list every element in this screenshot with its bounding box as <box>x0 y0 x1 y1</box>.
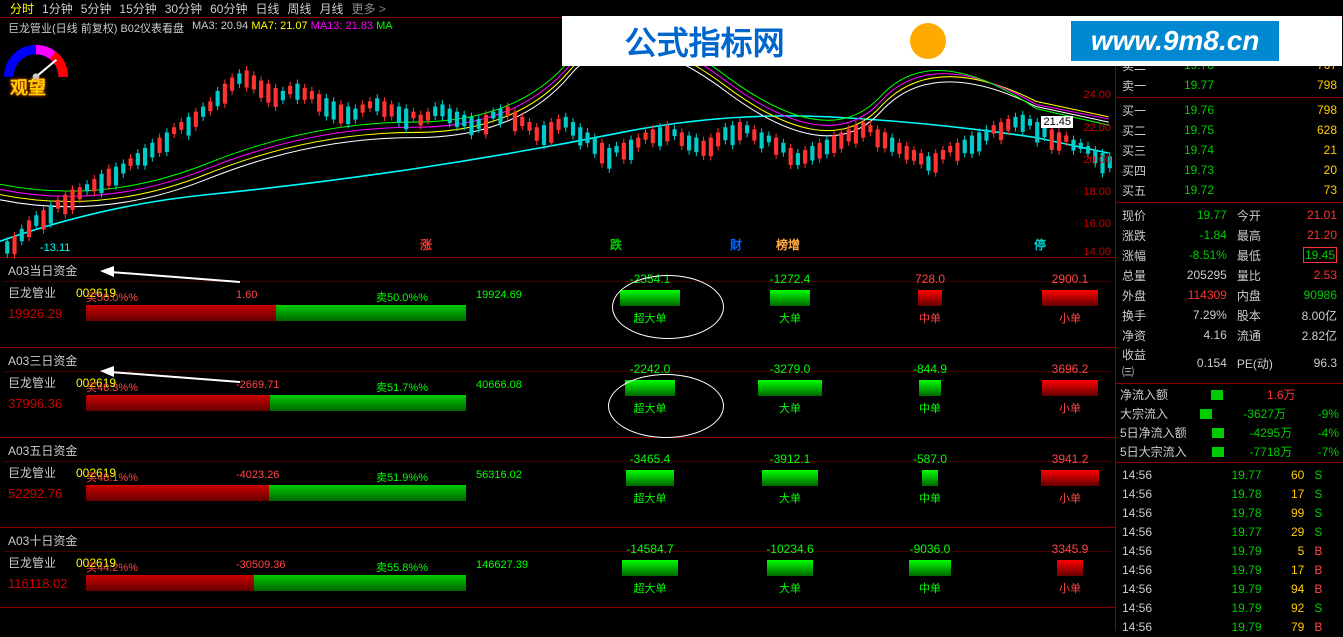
fund-panel-1: A03三日资金巨龙管业00261937996.36买48.3%%-2669.71… <box>0 348 1115 438</box>
arrow-annotation-1 <box>100 266 240 286</box>
order-breakdown: -2242.0超大单-3279.0大单-844.9中单3696.2小单 <box>610 362 1110 416</box>
tab-4[interactable]: 30分钟 <box>163 0 204 17</box>
total-value: 37996.36 <box>8 396 78 411</box>
tab-6[interactable]: 日线 <box>253 0 281 17</box>
order-breakdown: -2354.1超大单-1272.4大单728.0中单2900.1小单 <box>610 272 1110 326</box>
watermark-logo-text: 公式指标网 <box>625 18 785 64</box>
quote-panel: 卖三19.791128卖二19.78767卖一19.77798 买一19.767… <box>1116 34 1343 631</box>
tick-list: 14:5619.7760S14:5619.7817S14:5619.7899S1… <box>1116 464 1343 637</box>
buy-sell-bar: 买48.1%%-4023.26卖51.9%%56316.02 <box>86 485 466 501</box>
tab-5[interactable]: 60分钟 <box>208 0 249 17</box>
capital-flow: 净流入额1.6万大宗流入-3627万-9%5日净流入额-4295万-4%5日大宗… <box>1116 385 1343 461</box>
orderbook-bids: 买一19.76798买二19.75628买三19.7421买四19.7320买五… <box>1116 99 1343 201</box>
price-y-axis: 24.0022.0020.0018.0016.0014.00 <box>1073 34 1113 257</box>
fund-panel-2: A03五日资金巨龙管业00261952292.76买48.1%%-4023.26… <box>0 438 1115 528</box>
watermark-icon <box>910 23 946 59</box>
fund-panel-3: A03十日资金巨龙管业002619116118.02买44.2%%-30509.… <box>0 528 1115 608</box>
tab-2[interactable]: 5分钟 <box>79 0 114 17</box>
stock-name: 巨龙管业 <box>8 554 68 571</box>
buy-sell-bar: 买44.2%%-30509.36卖55.8%%146627.39 <box>86 575 466 591</box>
watermark-banner: 公式指标网 www.9m8.cn <box>562 16 1342 66</box>
low-value-label: -13.11 <box>40 242 70 254</box>
chart-title: 巨龙管业(日线 前复权) B02仪表看盘 <box>8 20 184 32</box>
order-breakdown: -3465.4超大单-3912.1大单-587.0中单3941.2小单 <box>610 452 1110 506</box>
tab-3[interactable]: 15分钟 <box>117 0 158 17</box>
stock-name: 巨龙管业 <box>8 374 68 391</box>
tab-7[interactable]: 周线 <box>285 0 313 17</box>
buy-sell-bar: 买48.3%%-2669.71卖51.7%%40666.08 <box>86 395 466 411</box>
stock-name: 巨龙管业 <box>8 464 68 481</box>
total-value: 19926.29 <box>8 306 78 321</box>
total-value: 52292.76 <box>8 486 78 501</box>
quote-details: 现价19.77今开21.01涨跌-1.84最高21.20涨幅-8.51%最低19… <box>1116 204 1343 382</box>
tab-0[interactable]: 分时 <box>8 0 36 17</box>
tab-9[interactable]: 更多 > <box>350 0 388 17</box>
arrow-annotation-2 <box>100 366 240 386</box>
stock-name: 巨龙管业 <box>8 284 68 301</box>
tab-8[interactable]: 月线 <box>318 0 346 17</box>
last-price-label: 21.45 <box>1041 116 1073 128</box>
total-value: 116118.02 <box>8 576 78 591</box>
order-breakdown: -14584.7超大单-10234.6大单-9036.0中单3345.9小单 <box>610 542 1110 596</box>
tab-1[interactable]: 1分钟 <box>40 0 75 17</box>
watermark-url: www.9m8.cn <box>1071 21 1280 61</box>
candlestick-chart[interactable]: 观望 公式指标网 www.9m8.cn 24.0022.0020.0018.00… <box>0 34 1115 258</box>
buy-sell-bar: 买50.0%%1.60卖50.0%%19924.69 <box>86 305 466 321</box>
